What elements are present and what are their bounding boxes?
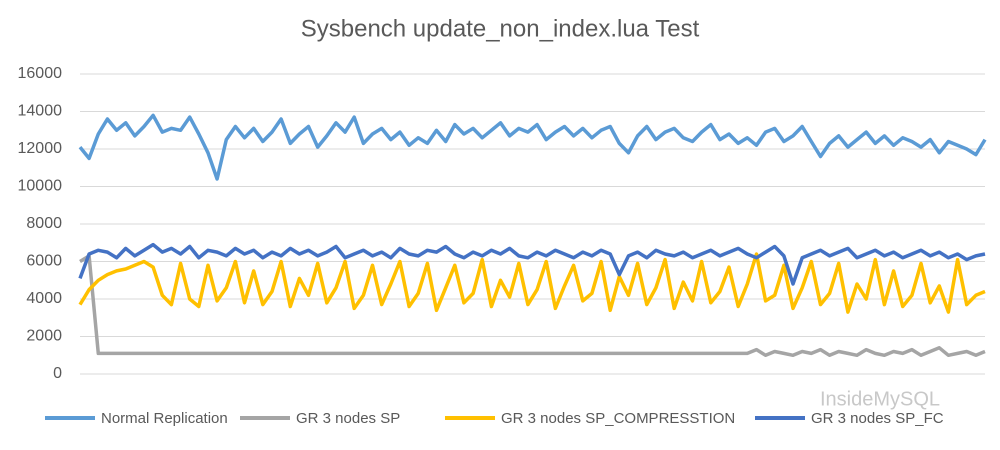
y-tick-label: 2000 [26,328,62,345]
y-tick-label: 6000 [26,253,62,270]
y-tick-label: 0 [53,365,62,382]
y-tick-label: 12000 [18,140,63,157]
legend-label: GR 3 nodes SP [296,410,400,427]
legend-label: GR 3 nodes SP_COMPRESSTION [501,410,735,427]
series-line [79,254,986,358]
series-line [78,113,987,181]
y-tick-label: 8000 [26,215,62,232]
legend-label: Normal Replication [101,410,228,427]
series-line [78,242,986,286]
series-line [78,252,986,314]
y-tick-label: 16000 [18,65,63,82]
watermark: InsideMySQL [820,388,940,410]
legend-label: GR 3 nodes SP_FC [811,410,944,427]
chart-title: Sysbench update_non_index.lua Test [301,15,700,42]
y-tick-label: 4000 [26,290,62,307]
y-tick-label: 14000 [18,103,63,120]
y-tick-label: 10000 [18,178,63,195]
